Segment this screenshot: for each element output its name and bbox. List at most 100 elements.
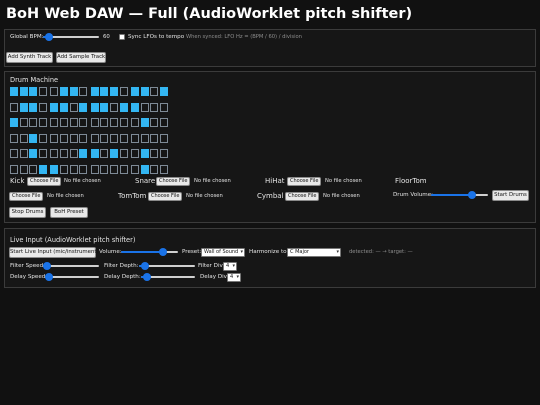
step-cell[interactable] <box>100 164 109 174</box>
step-cell[interactable] <box>100 133 109 143</box>
step-cell[interactable] <box>150 164 159 174</box>
step-cell[interactable] <box>50 149 59 158</box>
step-cell[interactable] <box>69 87 78 96</box>
step-cell[interactable] <box>109 118 118 127</box>
step-cell[interactable] <box>19 118 28 127</box>
step-cell[interactable] <box>38 87 47 96</box>
step-cell[interactable] <box>38 133 47 143</box>
step-cell[interactable] <box>29 87 38 96</box>
step-cell[interactable] <box>79 118 88 127</box>
tomtom-file-button[interactable]: Choose File <box>148 192 183 201</box>
filter-depth-slider[interactable] <box>139 262 195 270</box>
step-cell[interactable] <box>19 102 28 112</box>
step-cell[interactable] <box>29 133 38 143</box>
step-cell[interactable] <box>19 87 28 96</box>
snare-file-button[interactable]: Choose File <box>156 177 191 186</box>
step-cell[interactable] <box>140 164 149 174</box>
harmonize-select[interactable]: C Major ▾ <box>287 248 341 257</box>
step-cell[interactable] <box>79 87 88 96</box>
step-cell[interactable] <box>119 87 128 96</box>
kick-file-button[interactable]: Choose File <box>27 177 62 186</box>
step-cell[interactable] <box>69 102 78 112</box>
step-cell[interactable] <box>119 133 128 143</box>
step-cell[interactable] <box>38 118 47 127</box>
step-cell[interactable] <box>79 102 88 112</box>
filter-div-select[interactable]: 4 ▾ <box>223 262 237 271</box>
step-cell[interactable] <box>131 149 140 158</box>
stop-drums-button[interactable]: Stop Drums <box>9 207 46 218</box>
step-cell[interactable] <box>90 87 99 96</box>
step-cell[interactable] <box>10 149 18 158</box>
add-synth-track-button[interactable]: Add Synth Track <box>6 52 53 63</box>
step-cell[interactable] <box>140 87 149 96</box>
step-cell[interactable] <box>150 118 159 127</box>
step-cell[interactable] <box>100 118 109 127</box>
step-cell[interactable] <box>100 102 109 112</box>
step-cell[interactable] <box>90 149 99 158</box>
step-cell[interactable] <box>10 102 18 112</box>
step-cell[interactable] <box>119 102 128 112</box>
step-cell[interactable] <box>59 164 68 174</box>
step-cell[interactable] <box>79 133 88 143</box>
step-cell[interactable] <box>59 102 68 112</box>
step-cell[interactable] <box>159 118 168 127</box>
live-volume-slider[interactable] <box>121 248 178 256</box>
step-cell[interactable] <box>150 149 159 158</box>
step-cell[interactable] <box>10 133 18 143</box>
step-cell[interactable] <box>131 118 140 127</box>
step-cell[interactable] <box>100 149 109 158</box>
delay-speed-slider[interactable] <box>45 273 99 281</box>
step-cell[interactable] <box>69 149 78 158</box>
step-cell[interactable] <box>159 149 168 158</box>
step-cell[interactable] <box>50 102 59 112</box>
step-cell[interactable] <box>10 87 18 96</box>
hihat-file-button[interactable]: Choose File <box>287 177 322 186</box>
step-cell[interactable] <box>59 87 68 96</box>
step-cell[interactable] <box>59 133 68 143</box>
step-cell[interactable] <box>59 149 68 158</box>
floortom-file-button[interactable]: Choose File <box>9 192 44 201</box>
step-cell[interactable] <box>10 164 18 174</box>
sync-lfo-checkbox[interactable] <box>119 34 125 40</box>
step-cell[interactable] <box>38 102 47 112</box>
start-drums-button[interactable]: Start Drums <box>492 190 529 201</box>
step-cell[interactable] <box>150 87 159 96</box>
step-cell[interactable] <box>50 164 59 174</box>
drum-volume-slider[interactable] <box>431 191 488 199</box>
step-cell[interactable] <box>140 133 149 143</box>
step-cell[interactable] <box>59 118 68 127</box>
preset-select[interactable]: Wall of Sound ▾ <box>201 248 245 257</box>
step-cell[interactable] <box>29 164 38 174</box>
step-cell[interactable] <box>119 149 128 158</box>
step-cell[interactable] <box>69 133 78 143</box>
step-cell[interactable] <box>109 102 118 112</box>
step-cell[interactable] <box>159 102 168 112</box>
step-cell[interactable] <box>119 118 128 127</box>
step-cell[interactable] <box>109 164 118 174</box>
step-cell[interactable] <box>38 164 47 174</box>
add-sample-track-button[interactable]: Add Sample Track <box>56 52 106 63</box>
bpm-slider[interactable] <box>43 33 99 41</box>
step-cell[interactable] <box>50 133 59 143</box>
step-cell[interactable] <box>140 102 149 112</box>
step-cell[interactable] <box>90 118 99 127</box>
step-cell[interactable] <box>10 118 18 127</box>
step-cell[interactable] <box>19 149 28 158</box>
step-cell[interactable] <box>79 164 88 174</box>
step-cell[interactable] <box>109 133 118 143</box>
step-cell[interactable] <box>29 149 38 158</box>
step-cell[interactable] <box>50 118 59 127</box>
delay-div-select[interactable]: 4 ▾ <box>227 273 241 282</box>
step-cell[interactable] <box>131 133 140 143</box>
delay-depth-slider[interactable] <box>141 273 195 281</box>
step-cell[interactable] <box>38 149 47 158</box>
step-cell[interactable] <box>19 133 28 143</box>
step-cell[interactable] <box>131 102 140 112</box>
step-cell[interactable] <box>100 87 109 96</box>
step-cell[interactable] <box>79 149 88 158</box>
cymbal-file-button[interactable]: Choose File <box>285 192 320 201</box>
step-cell[interactable] <box>29 118 38 127</box>
step-cell[interactable] <box>140 118 149 127</box>
start-live-input-button[interactable]: Start Live Input (mic/instrument) <box>9 247 99 258</box>
boh-preset-button[interactable]: BoH Preset <box>50 207 88 218</box>
